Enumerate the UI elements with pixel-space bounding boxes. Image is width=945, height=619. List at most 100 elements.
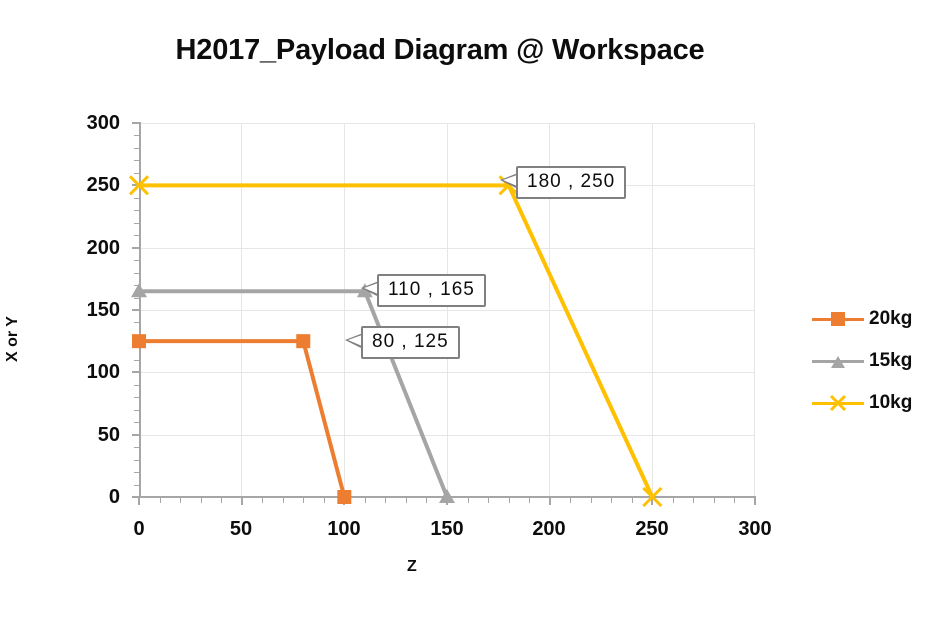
gridline-x-250 <box>652 123 653 497</box>
y-tick-label-250: 250 <box>86 174 120 196</box>
x-tick-0 <box>138 497 140 505</box>
y-tick-230 <box>134 210 140 212</box>
y-tick-120 <box>134 347 140 349</box>
y-tick-0 <box>132 496 140 498</box>
y-tick-90 <box>134 384 140 386</box>
x-tick-110 <box>364 497 366 503</box>
x-tick-label-300: 300 <box>738 518 772 540</box>
legend-key-15kg <box>812 352 864 370</box>
x-axis-title: Z <box>407 558 417 575</box>
x-tick-20 <box>180 497 182 503</box>
gridline-x-150 <box>447 123 448 497</box>
x-tick-60 <box>262 497 264 503</box>
y-tick-40 <box>134 447 140 449</box>
x-tick-270 <box>693 497 695 503</box>
x-tick-130 <box>405 497 407 503</box>
x-tick-120 <box>385 497 387 503</box>
y-tick-270 <box>134 160 140 162</box>
y-tick-80 <box>134 397 140 399</box>
y-tick-300 <box>132 122 140 124</box>
x-tick-260 <box>672 497 674 503</box>
y-tick-170 <box>134 285 140 287</box>
x-tick-210 <box>570 497 572 503</box>
y-tick-10 <box>134 484 140 486</box>
legend-marker-triangle-icon <box>831 356 845 368</box>
legend-key-10kg <box>812 394 864 412</box>
y-tick-label-0: 0 <box>108 486 120 508</box>
x-tick-label-50: 50 <box>229 518 253 540</box>
legend-label-20kg: 20kg <box>869 308 913 329</box>
callout-110-165: 110 , 165 <box>377 274 486 307</box>
chart-title: H2017_Payload Diagram @ Workspace <box>175 34 705 66</box>
y-tick-140 <box>134 322 140 324</box>
y-tick-100 <box>132 371 140 374</box>
y-axis-title: X or Y <box>3 316 21 362</box>
x-tick-170 <box>488 497 490 503</box>
plot-area <box>139 123 755 497</box>
x-tick-label-250: 250 <box>635 518 669 540</box>
x-tick-label-200: 200 <box>532 518 566 540</box>
x-tick-200 <box>548 497 551 505</box>
y-tick-250 <box>132 184 140 187</box>
y-tick-70 <box>134 409 140 411</box>
legend-label-10kg: 10kg <box>869 392 913 413</box>
y-tick-30 <box>134 459 140 461</box>
y-tick-160 <box>134 297 140 299</box>
legend: 20kg 15kg 10kg <box>812 298 937 424</box>
legend-marker-square-icon <box>831 312 845 326</box>
y-tick-260 <box>134 172 140 174</box>
gridline-x-100 <box>344 123 345 497</box>
y-tick-label-200: 200 <box>86 237 120 259</box>
y-tick-labels: 300 250 200 150 100 50 0 <box>10 0 120 619</box>
y-tick-220 <box>134 222 140 224</box>
x-tick-230 <box>611 497 613 503</box>
x-tick-290 <box>734 497 736 503</box>
x-tick-70 <box>282 497 284 503</box>
callout-80-125: 80 , 125 <box>361 326 460 359</box>
x-tick-10 <box>159 497 161 503</box>
x-tick-180 <box>508 497 510 503</box>
legend-item-20kg[interactable]: 20kg <box>812 298 937 340</box>
y-tick-110 <box>134 359 140 361</box>
x-tick-150 <box>446 497 448 505</box>
y-tick-60 <box>134 422 140 424</box>
callout-180-250: 180 , 250 <box>516 166 627 199</box>
callout-tail-110-165 <box>361 281 379 297</box>
y-tick-50 <box>132 433 140 436</box>
y-tick-label-50: 50 <box>97 424 120 446</box>
y-tick-label-150: 150 <box>86 299 120 321</box>
x-tick-label-150: 150 <box>430 518 464 540</box>
y-tick-130 <box>134 334 140 336</box>
y-tick-240 <box>134 197 140 199</box>
y-tick-280 <box>134 147 140 149</box>
x-tick-240 <box>631 497 633 503</box>
x-tick-220 <box>590 497 592 503</box>
gridline-x-300 <box>754 123 755 497</box>
x-tick-30 <box>200 497 202 503</box>
y-tick-180 <box>134 272 140 274</box>
x-tick-280 <box>713 497 715 503</box>
y-tick-210 <box>134 235 140 237</box>
x-tick-160 <box>467 497 469 503</box>
y-tick-label-300: 300 <box>86 112 120 134</box>
legend-item-15kg[interactable]: 15kg <box>812 340 937 382</box>
y-tick-290 <box>134 135 140 137</box>
x-tick-80 <box>303 497 305 503</box>
callout-tail-180-250 <box>500 173 518 189</box>
x-tick-250 <box>651 497 654 505</box>
x-tick-90 <box>323 497 325 503</box>
callout-tail-80-125 <box>345 333 363 349</box>
x-tick-140 <box>426 497 428 503</box>
x-tick-50 <box>240 497 243 505</box>
legend-label-15kg: 15kg <box>869 350 913 371</box>
x-tick-40 <box>221 497 223 503</box>
y-tick-20 <box>134 472 140 474</box>
gridline-x-50 <box>241 123 242 497</box>
legend-item-10kg[interactable]: 10kg <box>812 382 937 424</box>
legend-key-20kg <box>812 310 864 328</box>
y-tick-190 <box>134 260 140 262</box>
legend-marker-x-icon <box>829 394 847 412</box>
y-tick-150 <box>132 309 140 311</box>
x-tick-100 <box>343 497 346 505</box>
